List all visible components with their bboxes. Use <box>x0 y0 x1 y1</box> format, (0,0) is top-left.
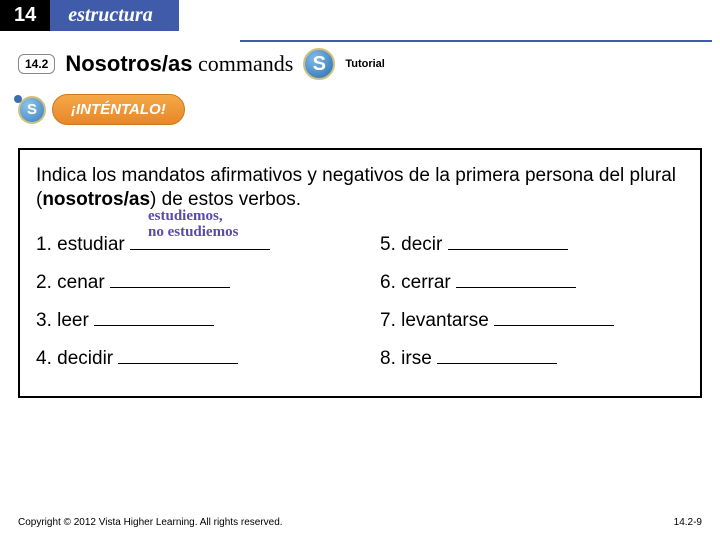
item-verb: irse <box>401 348 432 369</box>
answer-line2: no estudiemos <box>148 224 238 241</box>
intentalo-pill: ¡INTÉNTALO! <box>52 94 185 125</box>
item-1: estudiemos, no estudiemos 1. estudiar <box>36 226 340 264</box>
blank[interactable] <box>437 343 557 364</box>
exercise-box: Indica los mandatos afirmativos y negati… <box>18 148 702 398</box>
item-verb: cerrar <box>401 272 451 293</box>
blank[interactable] <box>494 305 614 326</box>
item-verb: leer <box>57 310 89 331</box>
blank[interactable] <box>448 229 568 250</box>
chapter-number: 14 <box>0 0 50 31</box>
item-verb: estudiar <box>57 234 125 255</box>
exercise-columns: estudiemos, no estudiemos 1. estudiar 2.… <box>36 226 684 378</box>
item-7: 7. levantarse <box>380 302 684 340</box>
item-num: 1. <box>36 234 52 255</box>
item-verb: cenar <box>57 272 105 293</box>
item-8: 8. irse <box>380 340 684 378</box>
blank[interactable] <box>110 267 230 288</box>
item-3: 3. leer <box>36 302 340 340</box>
item-5: 5. decir <box>380 226 684 264</box>
footer: Copyright © 2012 Vista Higher Learning. … <box>18 517 702 528</box>
blank[interactable] <box>94 305 214 326</box>
item-2: 2. cenar <box>36 264 340 302</box>
chapter-title: estructura <box>50 0 178 31</box>
section-number: 14.2 <box>18 54 55 74</box>
item-verb: decir <box>401 234 442 255</box>
sample-answer: estudiemos, no estudiemos <box>148 208 238 241</box>
item-4: 4. decidir <box>36 340 340 378</box>
instruction-bold: nosotros/as <box>42 189 150 210</box>
s-icon: S <box>303 48 335 80</box>
section-title-rest: commands <box>193 51 294 76</box>
instruction-text: Indica los mandatos afirmativos y negati… <box>36 164 684 212</box>
section-title: Nosotros/as commands <box>65 51 293 77</box>
item-num: 8. <box>380 348 396 369</box>
copyright: Copyright © 2012 Vista Higher Learning. … <box>18 517 283 528</box>
tutorial-label: Tutorial <box>345 58 385 70</box>
section-header: 14.2 Nosotros/as commands S Tutorial <box>18 48 385 80</box>
item-num: 6. <box>380 272 396 293</box>
item-num: 5. <box>380 234 396 255</box>
item-num: 4. <box>36 348 52 369</box>
small-s-icon: S <box>18 96 46 124</box>
item-6: 6. cerrar <box>380 264 684 302</box>
blank[interactable] <box>118 343 238 364</box>
intentalo-row: S ¡INTÉNTALO! <box>18 94 185 125</box>
blank[interactable] <box>456 267 576 288</box>
page-number: 14.2-9 <box>674 517 702 528</box>
item-verb: levantarse <box>401 310 489 331</box>
item-num: 2. <box>36 272 52 293</box>
right-column: 5. decir 6. cerrar 7. levantarse 8. irse <box>380 226 684 378</box>
item-verb: decidir <box>57 348 113 369</box>
item-num: 7. <box>380 310 396 331</box>
divider-line <box>240 26 712 42</box>
section-title-bold: Nosotros/as <box>65 51 192 76</box>
answer-line1: estudiemos, <box>148 208 238 225</box>
item-num: 3. <box>36 310 52 331</box>
header-tabs: 14 estructura <box>0 0 179 31</box>
left-column: estudiemos, no estudiemos 1. estudiar 2.… <box>36 226 340 378</box>
